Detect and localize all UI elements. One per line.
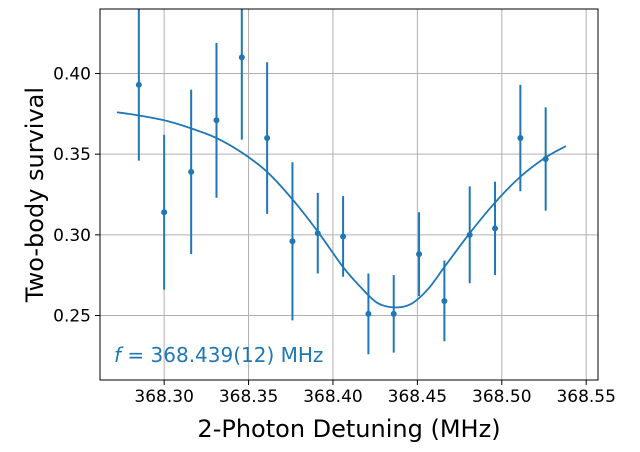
y-tick-label: 0.40 xyxy=(53,65,91,85)
y-axis-label: Two-body survival xyxy=(21,87,49,303)
data-point xyxy=(161,209,168,216)
data-point xyxy=(416,251,423,258)
data-point xyxy=(314,230,321,237)
data-point xyxy=(188,168,195,175)
y-tick-label: 0.25 xyxy=(53,306,91,326)
y-tick-label: 0.35 xyxy=(53,145,91,165)
data-point xyxy=(264,135,271,142)
grid-lines xyxy=(100,9,598,380)
data-point xyxy=(390,310,397,317)
data-point xyxy=(213,117,220,124)
data-point xyxy=(289,238,296,245)
data-point xyxy=(441,297,448,304)
data-point xyxy=(365,310,372,317)
x-tick-label: 368.50 xyxy=(472,387,531,407)
x-tick-label: 368.30 xyxy=(134,387,193,407)
y-axis-ticks: 0.25 0.30 0.35 0.40 xyxy=(53,65,100,326)
fit-curve-group xyxy=(116,111,567,309)
annotation-text: = 368.439(12) MHz xyxy=(121,343,323,367)
data-point xyxy=(135,81,142,88)
x-axis-ticks: 368.30 368.35 368.40 368.45 368.50 368.55 xyxy=(134,380,616,407)
y-tick-label: 0.30 xyxy=(53,226,91,246)
data-point xyxy=(238,54,245,61)
x-tick-label: 368.55 xyxy=(556,387,615,407)
plot-frame xyxy=(99,8,599,381)
fit-annotation: f = 368.439(12) MHz xyxy=(114,343,323,367)
annotation-symbol: f xyxy=(114,343,124,367)
data-point xyxy=(466,231,473,238)
data-point xyxy=(492,225,499,232)
data-point xyxy=(542,156,549,163)
data-point xyxy=(517,135,524,142)
x-tick-label: 368.45 xyxy=(388,387,447,407)
x-tick-label: 368.40 xyxy=(303,387,362,407)
data-point xyxy=(340,233,347,240)
fit-curve xyxy=(116,111,567,309)
x-tick-label: 368.35 xyxy=(219,387,278,407)
data-points-group xyxy=(135,9,549,355)
x-axis-label: 2-Photon Detuning (MHz) xyxy=(197,415,500,443)
